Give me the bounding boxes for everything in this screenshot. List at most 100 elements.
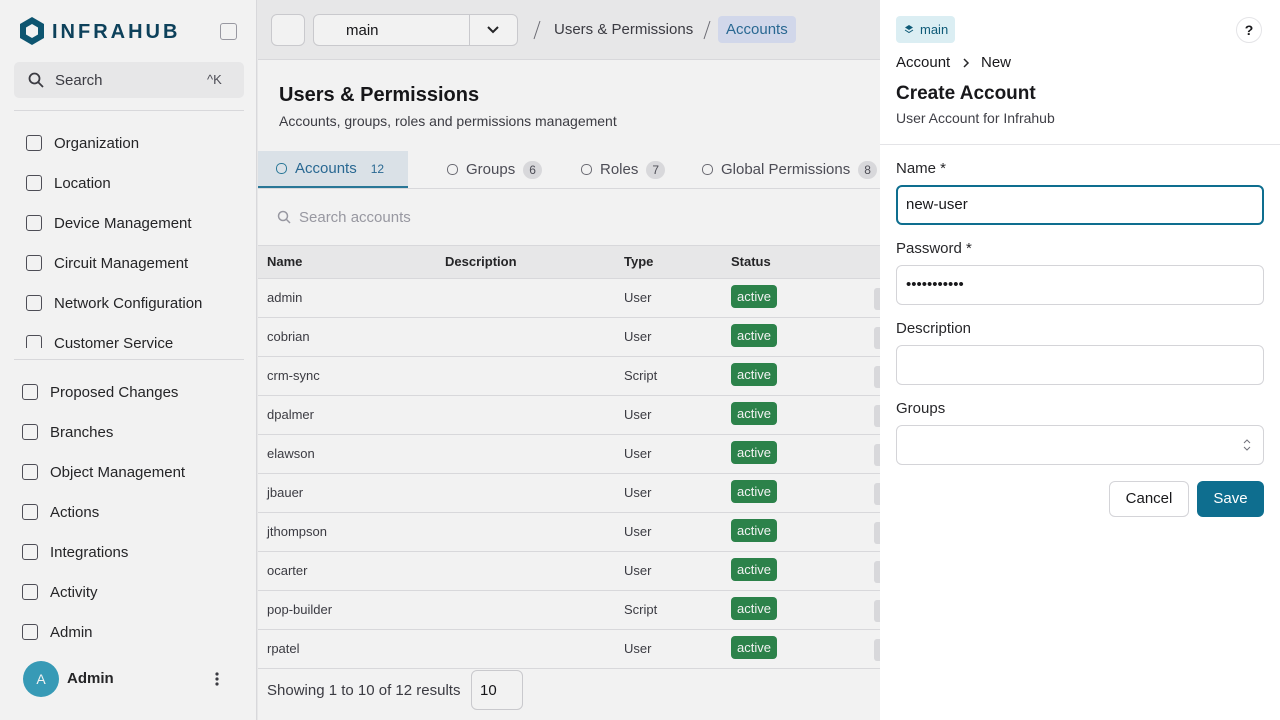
nav-item[interactable]: Branches <box>22 420 113 444</box>
tab-icon <box>702 164 713 175</box>
nav-item[interactable]: Circuit Management <box>26 251 188 275</box>
search-icon <box>28 72 44 88</box>
nav-item[interactable]: Admin <box>22 620 93 644</box>
column-header[interactable]: Description <box>445 254 517 269</box>
cell-status: active <box>731 441 777 464</box>
branch-name: main <box>346 22 379 39</box>
search-placeholder[interactable]: Search accounts <box>299 209 411 226</box>
time-button[interactable] <box>271 14 305 46</box>
save-button[interactable]: Save <box>1197 481 1264 517</box>
field-value: ••••••••••• <box>906 276 964 293</box>
cell-clipped <box>874 327 880 349</box>
nav-item[interactable]: Actions <box>22 500 99 524</box>
shortcut: ^K <box>207 72 222 87</box>
field-label: Groups <box>896 400 946 417</box>
cell-name: rpatel <box>267 641 300 656</box>
search-label: Search <box>55 72 103 89</box>
table-header <box>258 245 880 279</box>
tab-label: Accounts <box>295 160 357 177</box>
nav-label: Location <box>54 174 111 192</box>
table-row[interactable]: ocarter User active <box>258 552 880 591</box>
nav-item[interactable]: Device Management <box>26 211 192 235</box>
cell-status: active <box>731 558 777 581</box>
nav-label: Actions <box>50 503 100 521</box>
logo-icon <box>20 17 44 45</box>
cell-name: crm-sync <box>267 368 320 383</box>
cell-status: active <box>731 285 777 308</box>
nav-bottom: Proposed Changes Branches Object Managemen… <box>0 360 257 660</box>
nav-icon <box>22 384 38 400</box>
cell-type: User <box>624 485 652 500</box>
collapse-button[interactable] <box>220 23 237 40</box>
table-row[interactable]: elawson User active <box>258 435 880 474</box>
cell-status: active <box>731 363 777 386</box>
search-box[interactable]: Search ^K <box>14 62 244 98</box>
nav-icon <box>26 135 42 151</box>
overlay[interactable] <box>0 0 880 720</box>
cell-name: jbauer <box>267 485 304 500</box>
cell-clipped <box>874 405 880 427</box>
table-row[interactable]: jbauer User active <box>258 474 880 513</box>
table-row[interactable]: rpatel User active <box>258 630 880 669</box>
table-row[interactable]: dpalmer User active <box>258 396 880 435</box>
nav-icon <box>22 584 38 600</box>
nav-icon <box>22 544 38 560</box>
nav-item[interactable]: Organization <box>26 131 139 155</box>
nav-top: Organization Location Device Management Cir… <box>0 111 257 348</box>
nav-item[interactable]: Location <box>26 171 111 195</box>
nav-icon <box>26 295 42 311</box>
nav-label: Object Management <box>50 463 186 481</box>
nav-label: Admin <box>50 623 93 641</box>
breadcrumb[interactable]: Account <box>896 54 951 71</box>
tab[interactable]: Groups 6 <box>429 151 560 188</box>
breadcrumb[interactable]: Users & Permissions <box>554 21 694 38</box>
page-subtitle: Accounts, groups, roles and permissions … <box>279 113 617 129</box>
cell-clipped <box>874 483 880 505</box>
cell-status: active <box>731 636 777 659</box>
cancel-button[interactable]: Cancel <box>1109 481 1189 517</box>
tab-count: 8 <box>858 160 877 179</box>
user-name[interactable]: Admin <box>67 670 114 687</box>
table-row[interactable]: admin User active <box>258 279 880 318</box>
cell-clipped <box>874 522 880 544</box>
nav-item[interactable]: Customer Service <box>26 331 173 348</box>
nav-item[interactable]: Proposed Changes <box>22 380 178 404</box>
divider <box>14 110 244 111</box>
user-menu[interactable] <box>214 671 220 687</box>
table-row[interactable]: jthompson User active <box>258 513 880 552</box>
nav-item[interactable]: Network Configuration <box>26 291 202 315</box>
cell-type: User <box>624 329 652 344</box>
nav-icon <box>22 624 38 640</box>
nav-item[interactable]: Object Management <box>22 460 185 484</box>
page-size[interactable]: 10 <box>471 670 523 710</box>
nav-icon <box>26 255 42 271</box>
cell-name: dpalmer <box>267 407 314 422</box>
chevron <box>487 26 499 34</box>
nav-item[interactable]: Activity <box>22 580 98 604</box>
field-input[interactable]: new-user <box>896 185 1264 225</box>
help-button[interactable]: ? <box>1236 17 1262 43</box>
cell-status: active <box>731 402 777 425</box>
column-header[interactable]: Type <box>624 254 654 269</box>
separator <box>469 15 470 45</box>
field-input[interactable] <box>896 425 1264 465</box>
tab-icon <box>276 163 287 174</box>
tab-icon <box>581 164 592 175</box>
nav-item[interactable]: Integrations <box>22 540 128 564</box>
table-row[interactable]: crm-sync Script active <box>258 357 880 396</box>
tab[interactable]: Global Permissions 8 <box>684 151 895 188</box>
cell-clipped <box>874 561 880 583</box>
table-row[interactable]: cobrian User active <box>258 318 880 357</box>
field-label: Name * <box>896 160 947 177</box>
cell-type: User <box>624 290 652 305</box>
cell-type: User <box>624 563 652 578</box>
field-input[interactable] <box>896 345 1264 385</box>
column-header[interactable]: Status <box>731 254 771 269</box>
table-row[interactable]: pop-builder Script active <box>258 591 880 630</box>
field-input[interactable]: ••••••••••• <box>896 265 1264 305</box>
tab[interactable]: Accounts 12 <box>258 151 409 188</box>
column-header[interactable]: Name <box>267 254 303 269</box>
branch-selector[interactable]: main <box>313 14 518 46</box>
tab[interactable]: Roles 7 <box>563 151 683 188</box>
nav-label: Activity <box>50 583 98 601</box>
